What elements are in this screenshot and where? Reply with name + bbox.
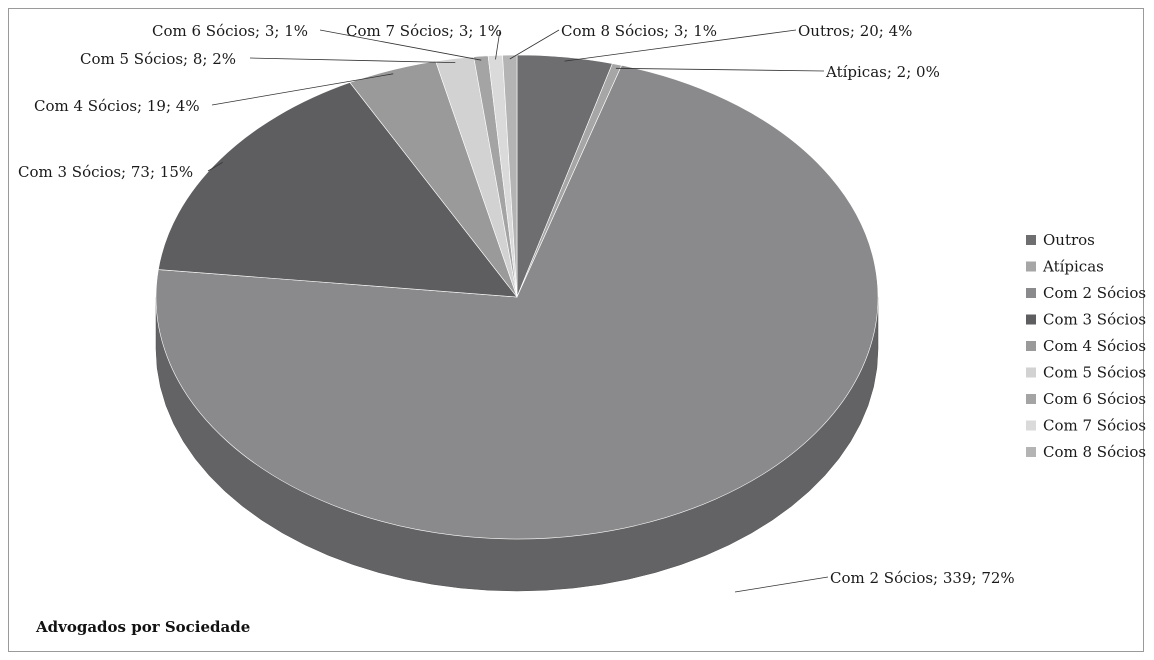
legend-swatch-2 [1026,288,1036,298]
legend-label-2: Com 2 Sócios [1043,284,1146,302]
leader-line-4 [211,73,394,106]
leader-line-7 [495,29,501,60]
legend-swatch-4 [1026,341,1036,351]
legend-label-6: Com 6 Sócios [1043,390,1146,408]
legend-swatch-0 [1026,235,1036,245]
legend-label-3: Com 3 Sócios [1043,311,1146,329]
leader-lines-layer [207,29,829,593]
data-label-2: Com 2 Sócios; 339; 72% [830,569,1015,587]
data-label-4: Com 4 Sócios; 19; 4% [34,97,200,115]
data-label-8: Com 8 Sócios; 3; 1% [561,22,717,40]
leader-line-5 [249,57,456,63]
data-label-1: Atípicas; 2; 0% [825,63,940,81]
legend-label-5: Com 5 Sócios [1043,364,1146,382]
legend-swatch-7 [1026,420,1036,431]
data-label-5: Com 5 Sócios; 8; 2% [80,50,236,68]
leader-line-1 [615,67,825,72]
slice-com-2-s-cios [155,65,879,540]
legend-swatch-8 [1026,447,1036,457]
legend-label-7: Com 7 Sócios [1043,417,1146,435]
data-label-3: Com 3 Sócios; 73; 15% [18,163,193,181]
legend-label-1: Atípicas [1042,258,1104,276]
legend-label-4: Com 4 Sócios [1043,337,1146,355]
leader-line-6 [319,29,482,61]
legend: Outros Atípicas Com 2 Sócios Com 3 Sócios Co… [1026,231,1146,461]
legend-swatch-5 [1026,367,1036,378]
legend-swatch-1 [1026,261,1036,272]
pie-slices-layer [155,54,879,540]
leader-line-0 [564,29,797,62]
slice-com-3-s-cios [157,82,518,298]
legend-swatch-6 [1026,394,1036,404]
data-label-6: Com 6 Sócios; 3; 1% [152,22,308,40]
data-labels-layer: Outros; 20; 4% Atípicas; 2; 0% Com 2 Sócio… [18,22,1015,587]
leader-line-2 [734,576,829,593]
data-label-7: Com 7 Sócios; 3; 1% [346,22,502,40]
chart-title: Advogados por Sociedade [35,618,250,636]
legend-label-8: Com 8 Sócios [1043,443,1146,461]
data-label-0: Outros; 20; 4% [798,22,912,40]
legend-swatch-3 [1026,314,1036,325]
legend-label-0: Outros [1043,231,1095,249]
leader-line-8 [509,29,560,60]
leader-line-3 [207,161,223,172]
